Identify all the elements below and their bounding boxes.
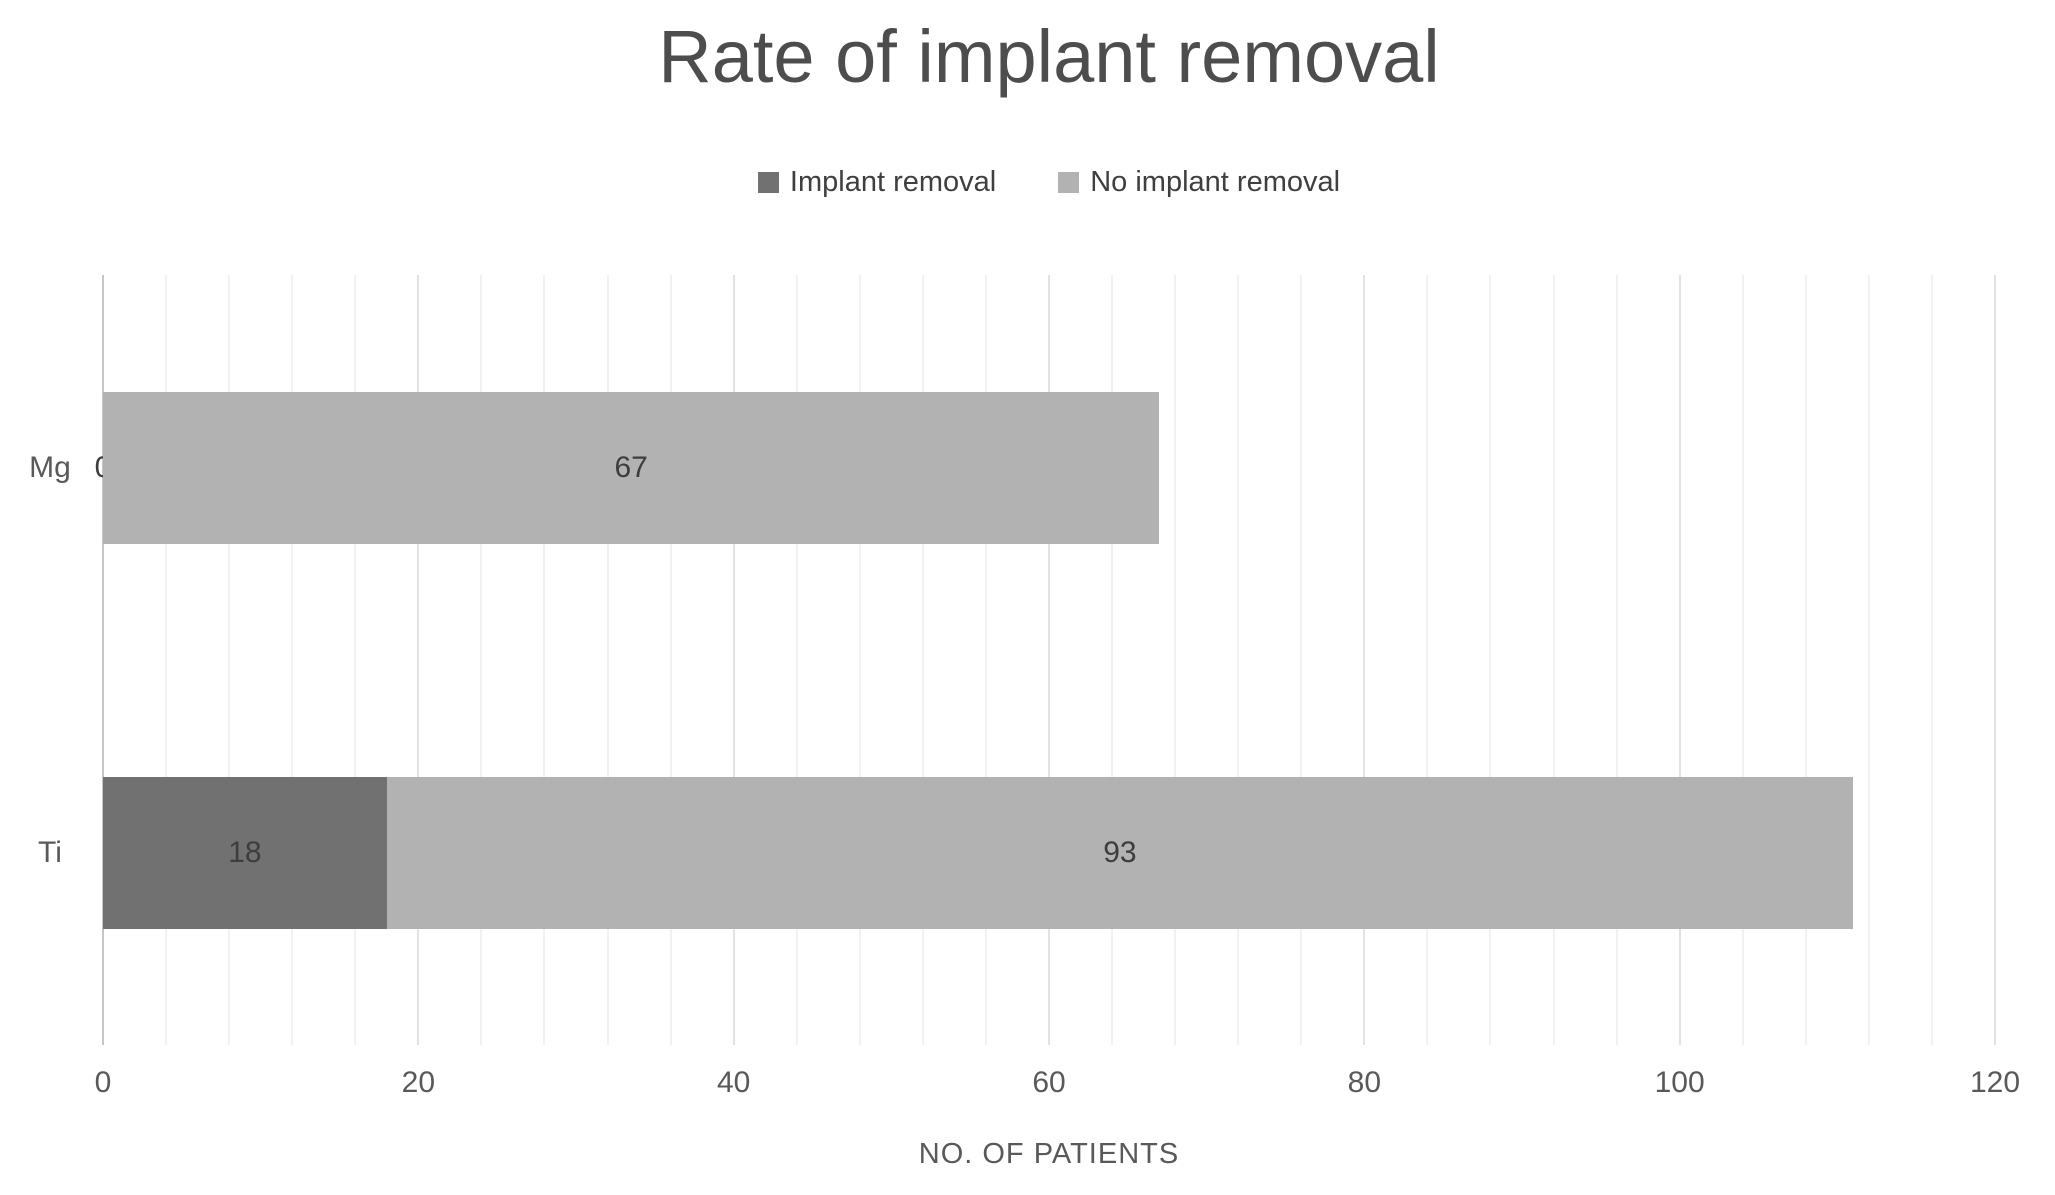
x-axis-tick-label: 100 xyxy=(1654,1066,1705,1099)
minor-gridline xyxy=(1867,275,1870,1045)
x-axis-tick-label: 80 xyxy=(1347,1066,1382,1099)
major-gridline xyxy=(417,275,420,1045)
minor-gridline xyxy=(1804,275,1807,1045)
minor-gridline xyxy=(1111,275,1114,1045)
legend-label: No implant removal xyxy=(1090,166,1341,198)
minor-gridline xyxy=(165,275,168,1045)
major-gridline xyxy=(1994,275,1996,1045)
chart-title: Rate of implant removal xyxy=(658,15,1440,98)
legend-label: Implant removal xyxy=(789,166,997,198)
bar-segment-implant-removal-ti xyxy=(103,776,387,929)
minor-gridline xyxy=(1174,275,1177,1045)
x-axis-tick-label: 0 xyxy=(94,1066,112,1099)
major-gridline xyxy=(1363,275,1366,1045)
major-gridline xyxy=(732,275,735,1045)
minor-gridline xyxy=(1930,275,1933,1045)
major-gridline xyxy=(1048,275,1050,1045)
minor-gridline xyxy=(669,275,672,1045)
minor-gridline xyxy=(291,275,294,1045)
x-axis-tick-label: 20 xyxy=(401,1066,436,1099)
major-gridline xyxy=(1678,275,1681,1045)
minor-gridline xyxy=(1426,275,1429,1045)
chart-legend: Implant removal No implant removal xyxy=(103,166,1995,199)
legend-swatch-icon xyxy=(757,172,779,193)
minor-gridline xyxy=(1615,275,1618,1045)
minor-gridline xyxy=(1489,275,1492,1045)
minor-gridline xyxy=(1300,275,1303,1045)
data-label: 67 xyxy=(614,450,648,484)
minor-gridline xyxy=(354,275,357,1045)
major-gridline xyxy=(102,275,104,1045)
minor-gridline xyxy=(795,275,798,1045)
x-axis-title: NO. OF PATIENTS xyxy=(918,1138,1180,1170)
minor-gridline xyxy=(1552,275,1555,1045)
minor-gridline xyxy=(606,275,609,1045)
legend-swatch-icon xyxy=(1058,172,1080,193)
y-axis-category-label: Mg xyxy=(29,450,71,484)
data-label: 93 xyxy=(1103,835,1137,869)
minor-gridline xyxy=(228,275,231,1045)
legend-item: No implant removal xyxy=(1058,166,1340,199)
minor-gridline xyxy=(984,275,987,1045)
plot-area: 0671893 xyxy=(95,275,1996,1045)
minor-gridline xyxy=(480,275,483,1045)
x-axis-tick-label: 120 xyxy=(1969,1066,2021,1099)
y-axis-category-label: Ti xyxy=(38,835,62,869)
bar-segment-no-implant-removal-mg xyxy=(103,391,1160,544)
x-axis-tick-label: 60 xyxy=(1032,1066,1066,1099)
legend-item: Implant removal xyxy=(757,166,997,199)
minor-gridline xyxy=(1237,275,1240,1045)
minor-gridline xyxy=(543,275,546,1045)
bar-segment-no-implant-removal-ti xyxy=(386,776,1854,929)
x-axis-tick-label: 40 xyxy=(716,1066,751,1099)
minor-gridline xyxy=(921,275,924,1045)
minor-gridline xyxy=(858,275,861,1045)
minor-gridline xyxy=(1741,275,1744,1045)
data-label: 18 xyxy=(228,835,262,869)
